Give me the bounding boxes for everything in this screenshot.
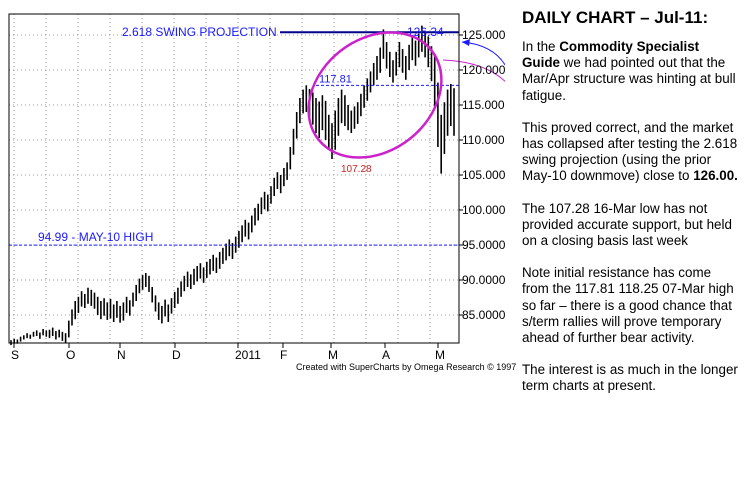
x-tick-label: M: [435, 348, 445, 362]
may10-high-label: 94.99 - MAY-10 HIGH: [38, 230, 153, 244]
highlight-ellipse: [307, 31, 443, 159]
high-117-label: 117.81: [319, 73, 352, 85]
arrow-head: [462, 39, 470, 46]
p2-bold: 126.00.: [693, 168, 738, 184]
axes: 85.0000 90.0000 95.0000 100.000 105.000 110.0…: [8, 13, 505, 362]
grid: [9, 14, 459, 343]
y-tick-label: 115.000: [462, 98, 505, 112]
x-tick-label: O: [66, 348, 75, 362]
chart-credit: Created with SuperCharts by Omega Resear…: [296, 362, 517, 372]
p1-pre: In the: [522, 39, 560, 54]
annotations: 94.99 - MAY-10 HIGH 117.81 2.618 SWING PRO…: [9, 25, 505, 246]
y-tick-label: 110.000: [462, 133, 505, 147]
x-tick-label: M: [328, 348, 338, 362]
y-tick-label: 105.000: [462, 168, 505, 182]
price-chart-panel: 94.99 - MAY-10 HIGH 117.81 2.618 SWING PRO…: [8, 13, 516, 372]
y-tick-label: 90.0000: [462, 273, 505, 287]
connector-ellipse: [442, 59, 505, 82]
x-tick-label: N: [117, 348, 126, 362]
x-tick-label: S: [11, 348, 19, 362]
commentary-paragraph-5: The interest is as much in the longer te…: [522, 362, 738, 394]
low-107-label: 107.28: [341, 164, 372, 175]
p2-pre: This proved correct, and the market has …: [522, 119, 738, 184]
x-tick-label: D: [172, 348, 181, 362]
p1-bold: Commodity Specialist Guide: [522, 39, 700, 71]
commentary-paragraph-4: Note initial resistance has come from th…: [522, 265, 734, 346]
price-chart: 94.99 - MAY-10 HIGH 117.81 2.618 SWING PRO…: [8, 13, 505, 362]
price-bars: [10, 25, 455, 346]
y-tick-label: 95.0000: [462, 238, 505, 252]
x-tick-label: F: [280, 348, 287, 362]
projection-label: 2.618 SWING PROJECTION: [122, 25, 277, 39]
commentary-paragraph-2: This proved correct, and the market has …: [522, 120, 740, 185]
commentary-paragraph-3: The 107.28 16-Mar low has not provided a…: [522, 200, 732, 249]
commentary-title: DAILY CHART – Jul-11:: [522, 8, 709, 27]
p1-post: we had pointed out that the Mar/Apr stru…: [522, 55, 736, 103]
plot-frame: [8, 13, 460, 344]
y-tick-label: 125.000: [462, 28, 505, 42]
connector-projection: [461, 41, 505, 66]
y-tick-label: 120.000: [462, 63, 505, 77]
commentary-panel: DAILY CHART – Jul-11: In the Commodity S…: [522, 8, 740, 411]
x-tick-label: A: [382, 348, 390, 362]
y-tick-label: 85.0000: [462, 308, 505, 322]
commentary-paragraph-1: In the Commodity Specialist Guide we had…: [522, 39, 740, 104]
x-tick-label: 2011: [235, 348, 261, 362]
y-tick-label: 100.000: [462, 203, 505, 217]
high-126-label: 126.34: [407, 25, 444, 39]
